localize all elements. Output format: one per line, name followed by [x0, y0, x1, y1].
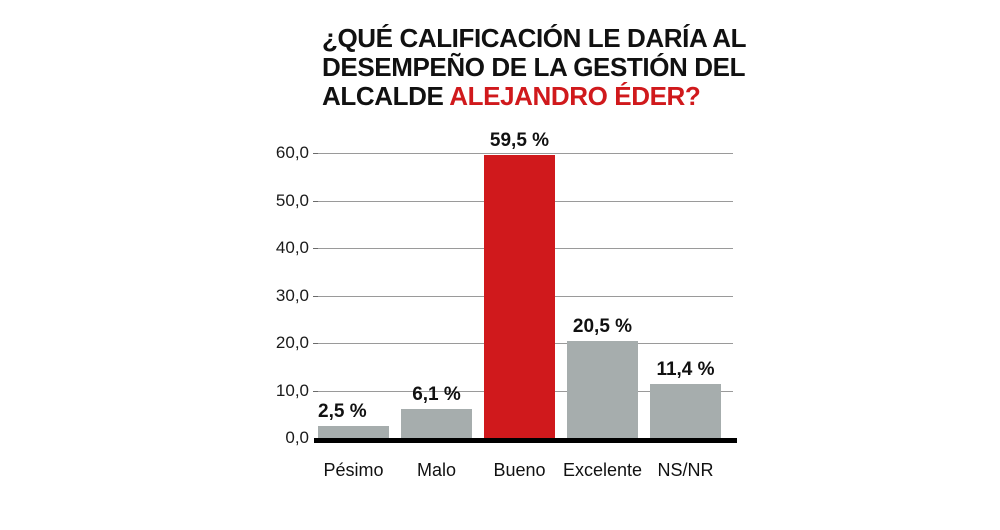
bar-bueno[interactable]: 59,5 %	[484, 130, 555, 438]
y-axis-label: 40,0	[275, 238, 309, 257]
page-title-line-3: ALCALDE ALEJANDRO ÉDER?	[322, 82, 942, 111]
bar-value-label: 59,5 %	[489, 130, 550, 152]
bar-value-label: 6,1 %	[412, 384, 461, 406]
page-title-prefix: ALCALDE	[322, 81, 450, 111]
y-axis-label: 20,0	[275, 333, 309, 352]
category-label-p-simo: Pésimo	[323, 460, 384, 480]
y-axis-label: 50,0	[275, 190, 309, 210]
gridline	[313, 153, 733, 154]
y-axis-tick	[313, 343, 318, 344]
category-label-malo: Malo	[416, 460, 456, 480]
y-axis-tick	[313, 390, 318, 392]
chart-plot-area: 0,0 10,0 20,0 30,0 40,0 50,0 60,0 2,5 % 6,1 % 59…	[276, 130, 733, 447]
bar-malo[interactable]: 6,1 %	[401, 384, 472, 438]
bar-value-label: 2,5 %	[318, 401, 367, 423]
bar-p-simo[interactable]: 2,5 %	[318, 401, 389, 438]
category-label-excelente: Excelente	[562, 460, 643, 480]
bar-excelente[interactable]: 20,5 %	[567, 316, 638, 438]
bar-value-label: 20,5 %	[572, 315, 633, 337]
y-axis-tick	[313, 295, 318, 297]
page-title-highlight: ALEJANDRO ÉDER?	[449, 81, 701, 111]
page-title-line-1: ¿QUÉ CALIFICACIÓN LE DARÍA AL	[322, 23, 747, 53]
bar-value-label: 11,4 %	[656, 358, 715, 380]
x-axis-baseline	[314, 438, 737, 443]
y-axis-tick	[313, 248, 318, 249]
y-axis-label: 30,0	[275, 285, 309, 305]
category-label-ns-nr: NS/NR	[657, 460, 714, 480]
page-title-line-2: DESEMPEÑO DE LA GESTIÓN DEL	[322, 52, 746, 82]
y-axis-label: 60,0	[275, 143, 309, 162]
bar-ns-nr[interactable]: 11,4 %	[650, 359, 721, 438]
y-axis-label: 0,0	[285, 428, 309, 447]
category-label-bueno: Bueno	[493, 460, 546, 480]
page-title: ¿QUÉ CALIFICACIÓN LE DARÍA AL DESEMPEÑO …	[322, 24, 942, 111]
y-axis-tick	[313, 200, 318, 202]
y-axis-tick	[313, 153, 318, 154]
y-axis-label: 10,0	[275, 380, 309, 400]
